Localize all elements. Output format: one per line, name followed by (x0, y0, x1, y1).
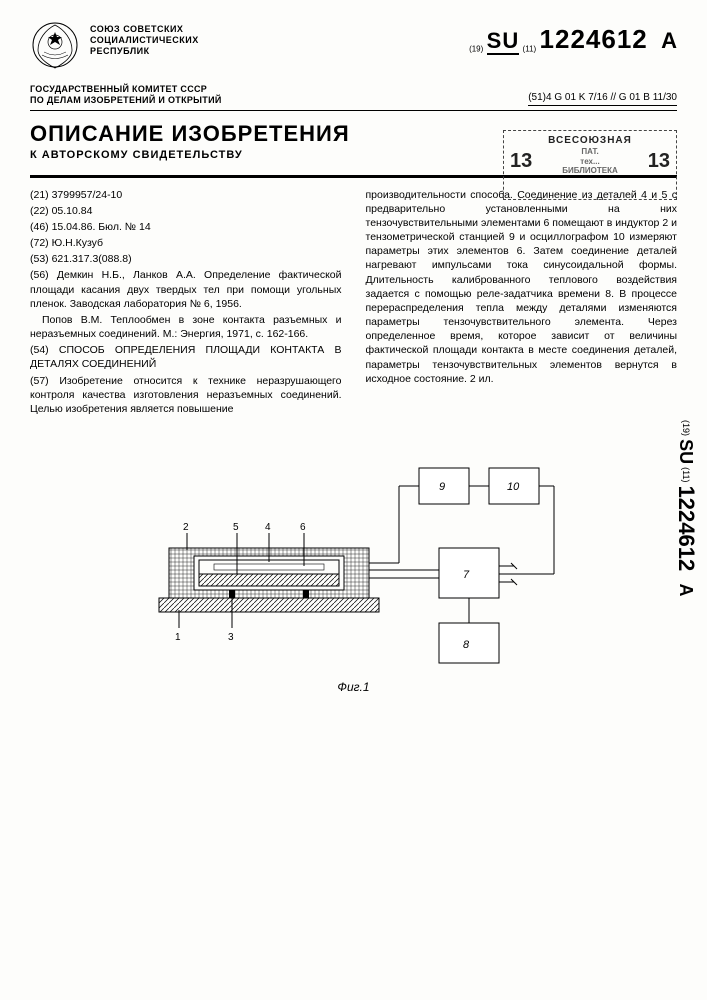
side-prefix: (19) (681, 420, 691, 436)
doc-number-block: (19) SU (11) 1224612 A (469, 20, 677, 61)
fig-label-2: 2 (183, 522, 189, 533)
page: СОЮЗ СОВЕТСКИХ СОЦИАЛИСТИЧЕСКИХ РЕСПУБЛИ… (0, 0, 707, 1000)
field-22: (22) 05.10.84 (30, 204, 342, 218)
divider (30, 110, 677, 111)
abstract-cont: производительности способа. Соединение и… (366, 188, 678, 386)
fig-box-10: 10 (507, 481, 520, 493)
library-stamp: ВСЕСОЮЗНАЯ 13 ПАТ. тех... БИБЛИОТЕКА 13 (503, 130, 677, 200)
text-columns: (21) 3799957/24-10 (22) 05.10.84 (46) 15… (30, 188, 677, 419)
doc-number: 1224612 (540, 24, 648, 54)
side-doc-number: (19) SU (11) 1224612 A (673, 420, 699, 596)
side-su: SU (676, 439, 696, 464)
field-72: (72) Ю.Н.Кузуб (30, 236, 342, 250)
field-56: (56) Демкин Н.Б., Ланков А.А. Определени… (30, 268, 342, 311)
fig-label-6: 6 (300, 522, 306, 533)
field-53: (53) 621.317.3(088.8) (30, 252, 342, 266)
fig-label-5: 5 (233, 522, 239, 533)
fig-label-1: 1 (175, 632, 181, 643)
side-number: 1224612 (674, 486, 699, 572)
field-46: (46) 15.04.86. Бюл. № 14 (30, 220, 342, 234)
field-57: (57) Изобретение относится к технике нер… (30, 374, 342, 417)
field-54: (54) СПОСОБ ОПРЕДЕЛЕНИЯ ПЛОЩАДИ КОНТАКТА… (30, 343, 342, 371)
state-emblem-icon (30, 20, 80, 70)
union-label: СОЮЗ СОВЕТСКИХ СОЦИАЛИСТИЧЕСКИХ РЕСПУБЛИ… (90, 20, 459, 56)
committee-label: ГОСУДАРСТВЕННЫЙ КОМИТЕТ СССР ПО ДЕЛАМ ИЗ… (30, 84, 222, 106)
fig-box-7: 7 (463, 569, 470, 581)
stamp-title: ВСЕСОЮЗНАЯ (510, 135, 670, 147)
su-code: SU (487, 28, 520, 55)
fig-label-3: 3 (228, 632, 234, 643)
right-column: производительности способа. Соединение и… (366, 188, 678, 419)
code-prefix: (19) (469, 44, 483, 53)
stamp-right-num: 13 (648, 149, 670, 173)
fig-box-9: 9 (439, 481, 445, 493)
fig-box-8: 8 (463, 639, 470, 651)
classification-code: (51)4 G 01 K 7/16 // G 01 B 11/30 (528, 92, 677, 106)
side-mid: (11) (681, 467, 691, 482)
doc-letter: A (661, 28, 677, 53)
figure-caption: Фиг.1 (30, 680, 677, 694)
side-letter: A (676, 583, 696, 596)
code-mid: (11) (523, 44, 537, 53)
ref-2: Попов В.М. Теплообмен в зоне контакта ра… (30, 313, 342, 341)
figure-1: 2 5 4 6 1 3 9 10 (30, 438, 677, 694)
stamp-left-num: 13 (510, 149, 532, 173)
header-row: СОЮЗ СОВЕТСКИХ СОЦИАЛИСТИЧЕСКИХ РЕСПУБЛИ… (30, 20, 677, 70)
stamp-mid-text: ПАТ. тех... БИБЛИОТЕКА (562, 147, 618, 176)
field-21: (21) 3799957/24-10 (30, 188, 342, 202)
fig-label-4: 4 (265, 522, 271, 533)
left-column: (21) 3799957/24-10 (22) 05.10.84 (46) 15… (30, 188, 342, 419)
